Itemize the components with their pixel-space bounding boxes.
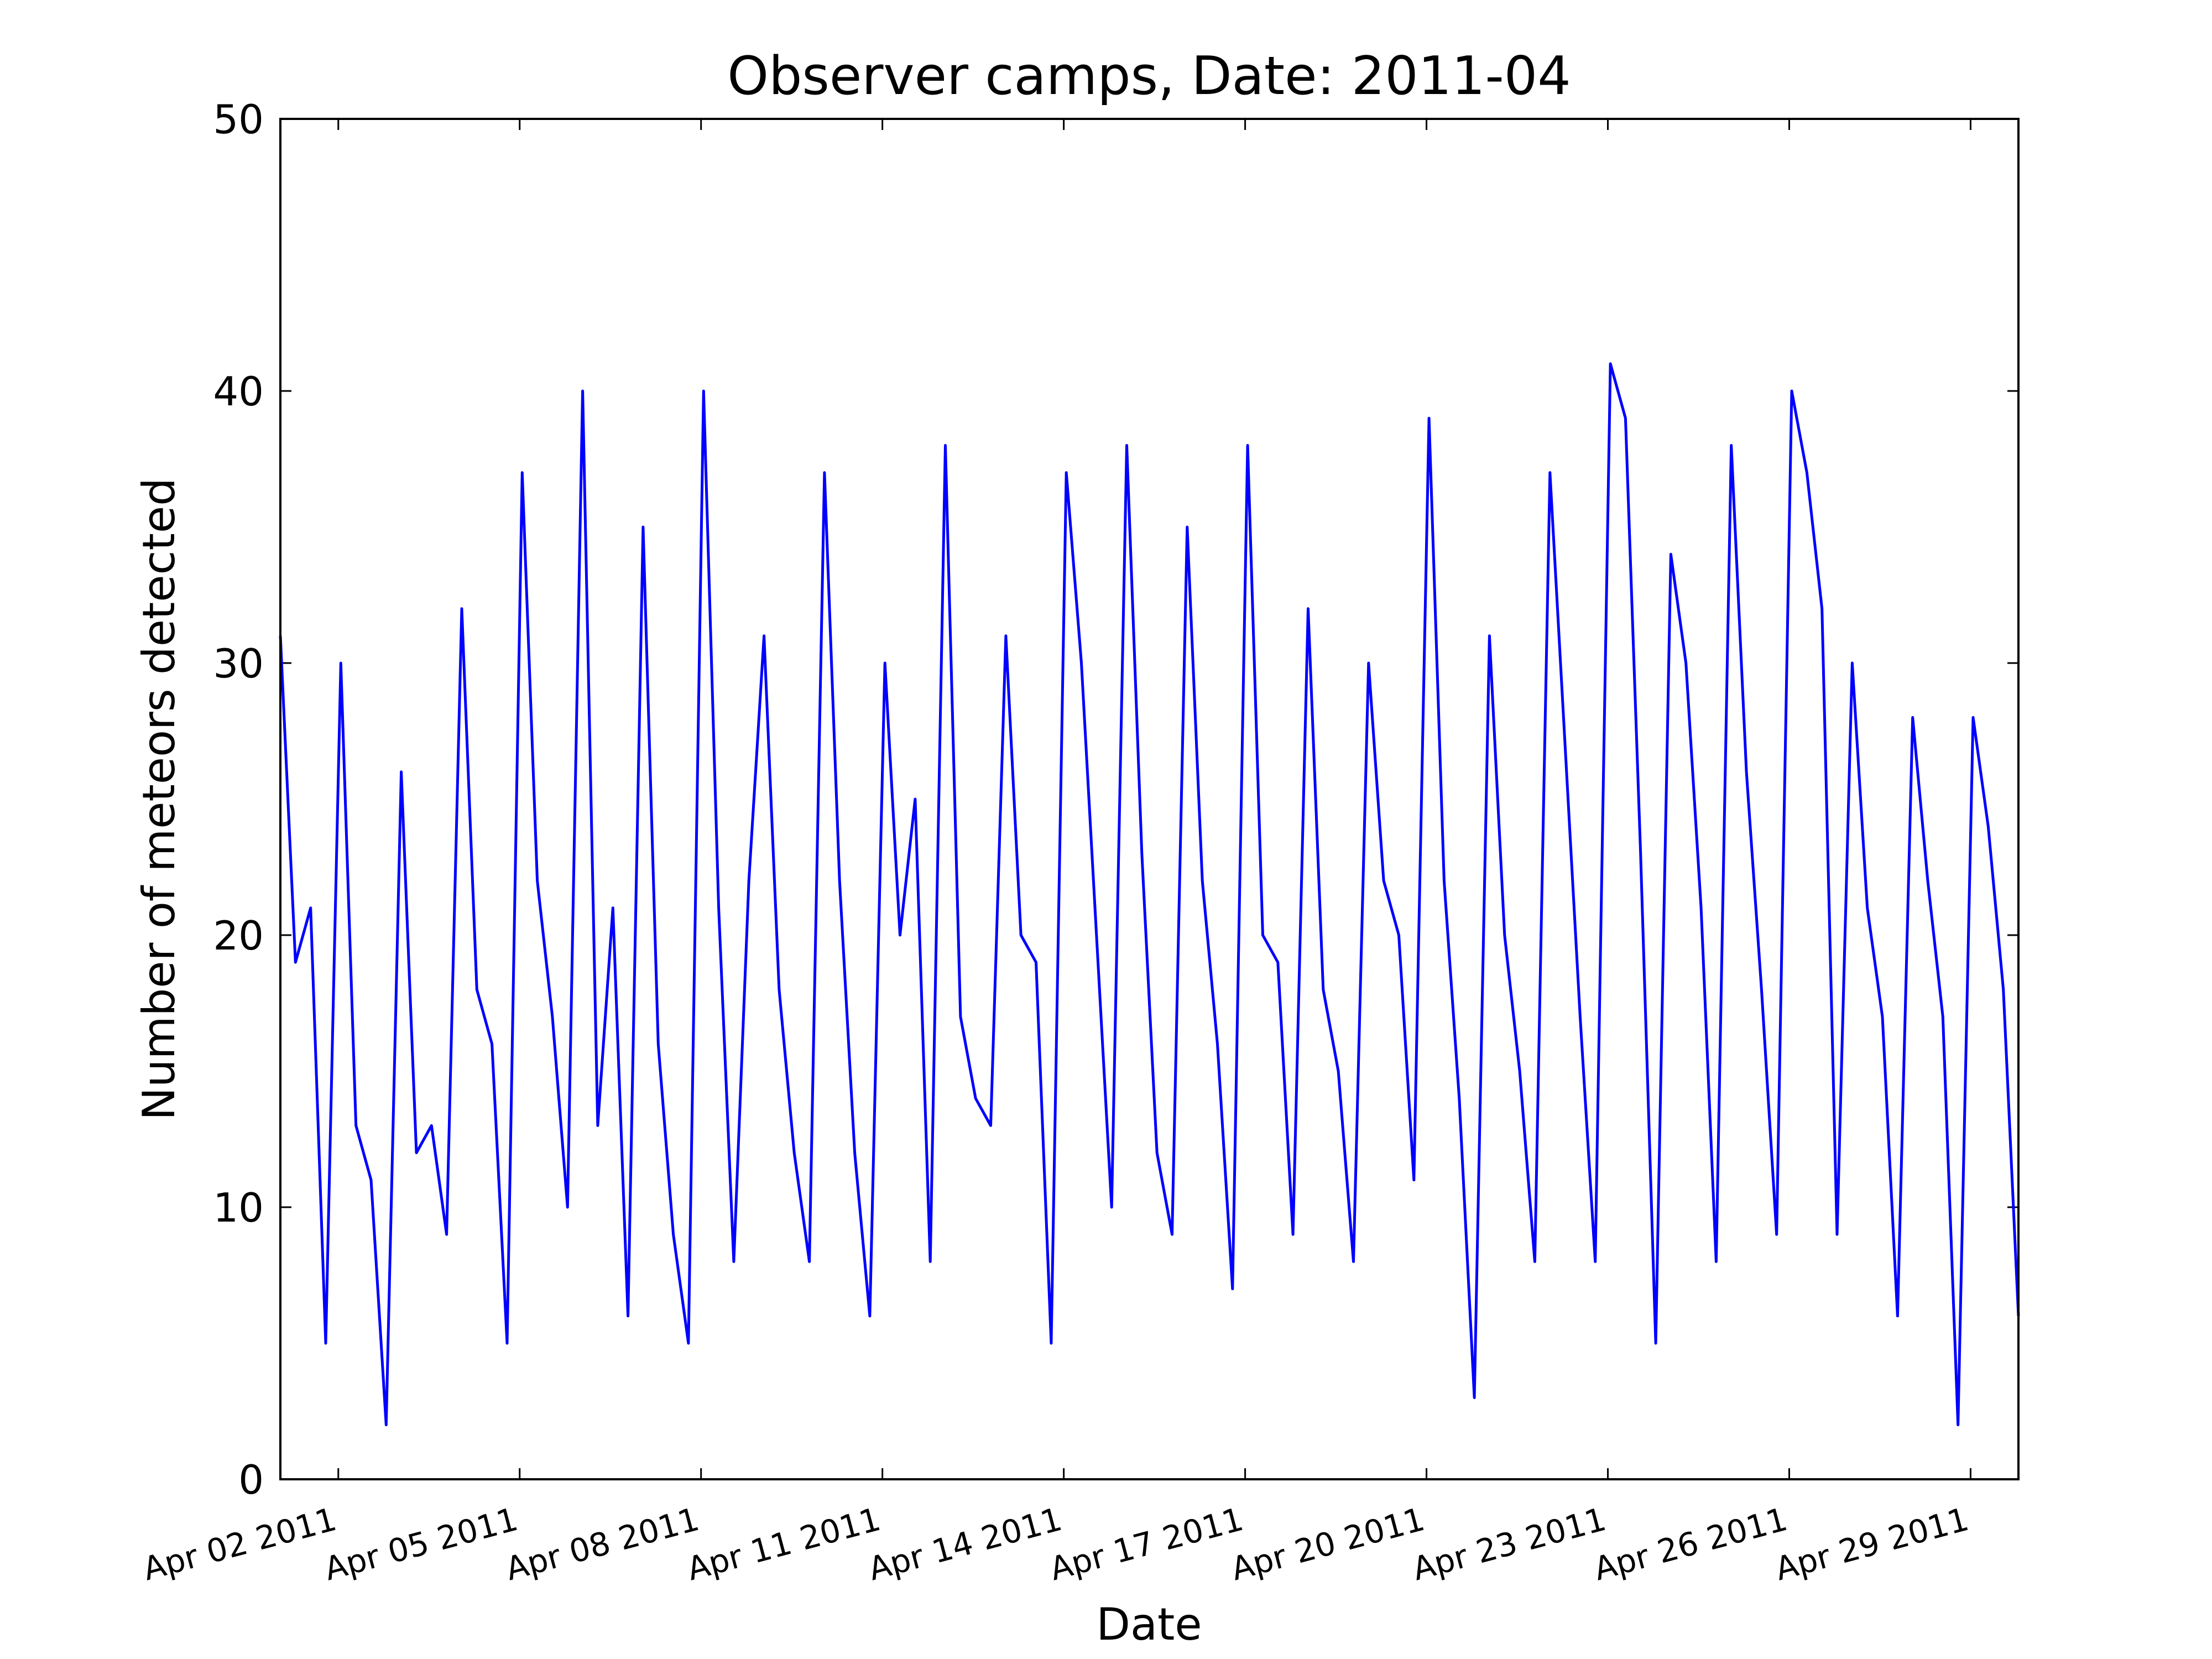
y-tick-label: 0 (238, 1457, 264, 1503)
x-axis-label: Date (1096, 1599, 1202, 1650)
chart-title: Observer camps, Date: 2011-04 (727, 46, 1571, 107)
plot-frame (279, 118, 2020, 1480)
y-tick-label: 20 (213, 912, 264, 959)
y-tick-label: 30 (213, 640, 264, 687)
y-tick-label: 10 (213, 1185, 264, 1231)
y-tick-label: 50 (213, 96, 264, 143)
y-tick-label: 40 (213, 368, 264, 415)
line (279, 362, 2020, 1427)
y-axis-label: Number of meteors detected (133, 478, 185, 1120)
